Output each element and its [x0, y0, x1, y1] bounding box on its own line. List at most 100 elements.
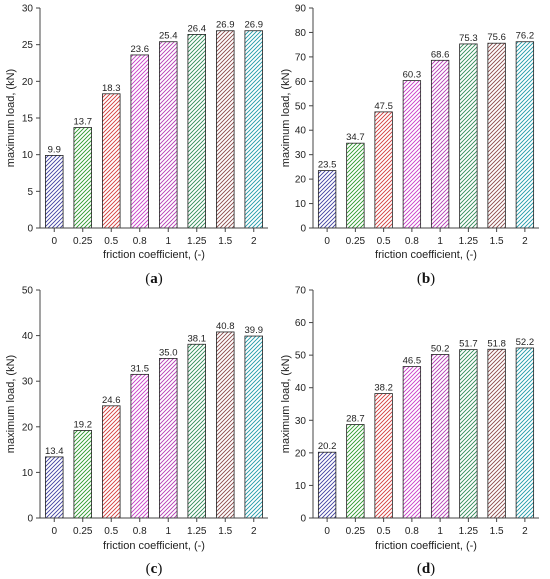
y-tick-label-d-0: 0 — [300, 514, 306, 525]
bar-c-6 — [216, 331, 235, 519]
data-label-b-4: 68.6 — [431, 49, 450, 60]
x-tick-label-c-7: 2 — [251, 526, 257, 537]
panel-label-c: (c) — [146, 561, 163, 577]
x-tick-label-b-0: 0 — [324, 236, 330, 247]
data-label-c-3: 31.5 — [131, 363, 150, 374]
y-tick-label-a-6: 30 — [22, 4, 34, 15]
data-label-b-1: 34.7 — [346, 132, 365, 143]
y-tick-label-a-3: 15 — [22, 114, 34, 125]
bar-a-5 — [187, 34, 206, 229]
bar-d-0 — [317, 451, 337, 519]
bar-c-4 — [159, 357, 178, 519]
x-tick-label-a-6: 1.5 — [218, 236, 232, 247]
bar-c-0 — [45, 456, 64, 519]
x-tick-label-d-6: 1.5 — [490, 526, 504, 537]
y-tick-label-d-4: 40 — [295, 383, 307, 394]
bar-a-6 — [216, 30, 235, 229]
data-label-d-5: 51.7 — [459, 339, 478, 350]
bar-b-5 — [459, 43, 478, 229]
bar-a-7 — [244, 30, 263, 229]
y-axis-title-a: maximum load, (kN) — [5, 69, 17, 167]
bar-c-2 — [102, 405, 121, 519]
y-tick-label-b-2: 20 — [295, 175, 307, 186]
bar-a-4 — [159, 41, 178, 229]
bar-d-1 — [346, 424, 365, 519]
y-tick-label-d-7: 70 — [295, 286, 307, 297]
y-tick-label-b-0: 0 — [300, 224, 306, 235]
bar-d-2 — [374, 393, 393, 519]
y-tick-label-a-1: 5 — [27, 187, 33, 198]
data-label-c-7: 39.9 — [245, 325, 264, 336]
y-tick-label-b-7: 70 — [295, 52, 307, 63]
data-label-a-7: 26.9 — [245, 20, 264, 31]
data-label-b-2: 47.5 — [374, 101, 393, 112]
x-tick-label-c-0: 0 — [51, 526, 57, 537]
y-tick-label-d-1: 10 — [295, 481, 307, 492]
bar-b-2 — [374, 111, 393, 229]
data-label-a-6: 26.9 — [216, 20, 235, 31]
x-tick-label-a-4: 1 — [165, 236, 171, 247]
y-tick-label-a-2: 10 — [22, 150, 34, 161]
data-label-a-5: 26.4 — [188, 23, 207, 34]
y-tick-label-c-0: 0 — [27, 514, 33, 525]
chart-panel-d: 20.228.738.246.550.2 51.7 51.8 52.201020304… — [280, 286, 539, 577]
data-label-c-5: 38.1 — [188, 333, 207, 344]
x-tick-label-b-5: 1.25 — [459, 236, 479, 247]
y-tick-label-b-8: 80 — [295, 28, 307, 39]
x-tick-label-a-5: 1.25 — [187, 236, 207, 247]
y-tick-label-d-3: 30 — [295, 416, 307, 427]
bar-d-5 — [459, 349, 478, 519]
panel-label-d: (d) — [417, 561, 435, 577]
bar-b-6 — [487, 42, 506, 229]
data-label-b-0: 23.5 — [318, 160, 337, 171]
y-tick-label-a-0: 0 — [27, 224, 33, 235]
x-tick-label-d-5: 1.25 — [459, 526, 479, 537]
bar-d-7 — [515, 347, 535, 519]
x-tick-label-c-4: 1 — [165, 526, 171, 537]
data-label-d-7: 52.2 — [516, 337, 535, 348]
x-axis-title-b: friction coefficient, (-) — [375, 249, 477, 261]
data-label-a-4: 25.4 — [159, 31, 178, 42]
x-tick-label-c-6: 1.5 — [218, 526, 232, 537]
data-label-b-3: 60.3 — [403, 70, 422, 81]
x-tick-label-b-2: 0.5 — [377, 236, 391, 247]
chart-panel-c: 13.419.224.631.535.038.140.8 39.901020304… — [5, 286, 268, 577]
data-label-c-2: 24.6 — [102, 395, 121, 406]
x-tick-label-c-2: 0.5 — [104, 526, 118, 537]
bar-d-6 — [487, 348, 506, 519]
x-tick-label-c-5: 1.25 — [187, 526, 207, 537]
y-tick-label-d-5: 50 — [295, 351, 307, 362]
y-tick-label-b-9: 90 — [295, 4, 307, 15]
y-tick-label-b-4: 40 — [295, 126, 307, 137]
data-label-d-0: 20.2 — [318, 441, 337, 452]
x-tick-label-b-3: 0.8 — [405, 236, 419, 247]
data-label-a-2: 18.3 — [102, 83, 121, 94]
x-tick-label-d-0: 0 — [324, 526, 330, 537]
x-axis-title-d: friction coefficient, (-) — [375, 540, 477, 552]
y-tick-label-a-4: 20 — [22, 77, 34, 88]
data-label-b-6: 75.6 — [487, 32, 506, 43]
x-tick-label-a-3: 0.8 — [133, 236, 147, 247]
bar-b-4 — [430, 59, 450, 229]
x-tick-label-d-1: 0.25 — [346, 526, 366, 537]
bar-b-3 — [402, 80, 422, 229]
x-tick-label-d-3: 0.8 — [405, 526, 419, 537]
bar-a-2 — [102, 93, 121, 229]
y-tick-label-b-1: 10 — [295, 199, 307, 210]
x-tick-label-d-4: 1 — [437, 526, 443, 537]
data-label-d-1: 28.7 — [346, 414, 365, 425]
data-label-d-2: 38.2 — [374, 383, 393, 394]
data-label-d-3: 46.5 — [403, 356, 422, 367]
x-tick-label-b-1: 0.25 — [346, 236, 366, 247]
y-tick-label-c-3: 30 — [22, 377, 34, 388]
bar-c-1 — [73, 430, 92, 519]
data-label-c-4: 35.0 — [159, 347, 178, 358]
data-label-c-0: 13.4 — [45, 446, 64, 457]
bar-b-1 — [346, 142, 365, 229]
y-tick-label-b-5: 50 — [295, 101, 307, 112]
data-label-a-1: 13.7 — [74, 117, 93, 128]
y-axis-title-b: maximum load, (kN) — [280, 69, 292, 167]
x-tick-label-b-7: 2 — [522, 236, 528, 247]
y-tick-label-b-3: 30 — [295, 150, 307, 161]
